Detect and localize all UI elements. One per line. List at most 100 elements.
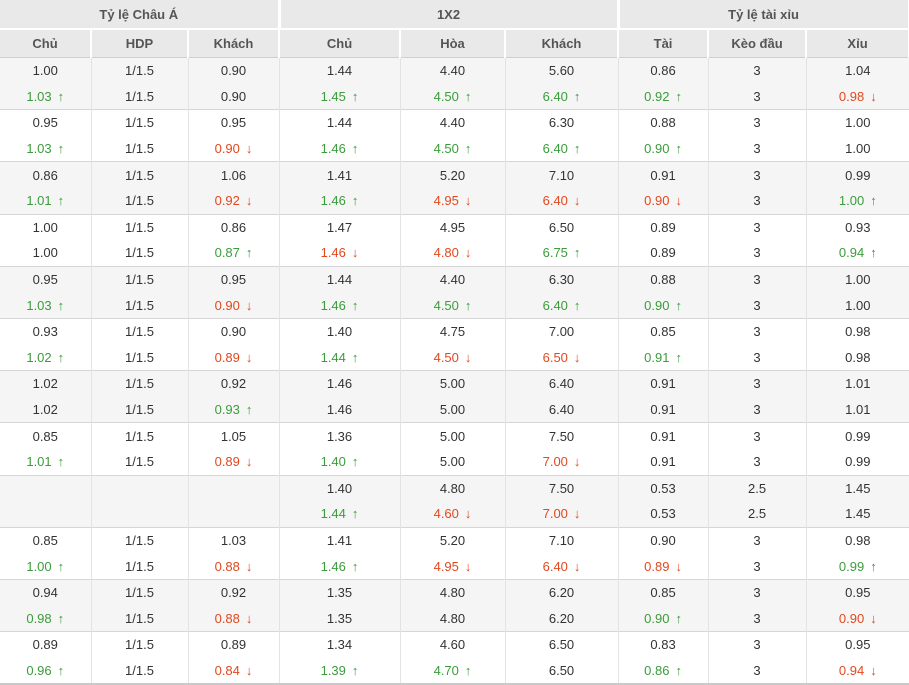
odds-cell: 0.99 [806, 422, 909, 449]
odds-value: 1.45 [320, 88, 346, 104]
odds-value: 1.46 [326, 402, 353, 418]
odds-cell: 4.75 [400, 317, 506, 345]
odds-value: 5.60 [548, 63, 575, 79]
odds-cell: 3 [708, 109, 807, 136]
odds-value: 4.50 [433, 349, 459, 365]
odds-cell: 0.95 [806, 578, 909, 606]
odds-cell: 1.00 [0, 57, 92, 84]
odds-value: 5.00 [439, 454, 466, 470]
odds-cell: 1.00 [806, 265, 909, 293]
odds-cell: 1.46 [279, 396, 401, 423]
odds-value: 1.41 [326, 532, 353, 548]
odds-value: 3 [753, 245, 761, 261]
odds-value: 3 [753, 637, 761, 653]
trend-down-icon: ↓ [675, 193, 682, 209]
odds-cell: 1.44 [279, 265, 401, 293]
odds-table-body: 1.00 1/1.5 0.90 1.44 4.40 5.60 0.86 3 1.04 1.03 ↑ 1… [0, 57, 909, 685]
odds-cell: 0.88 ↓ [188, 553, 280, 580]
odds-value: 3 [753, 324, 761, 340]
odds-value: 3 [753, 219, 761, 235]
odds-value: 2.5 [747, 480, 767, 496]
odds-cell: 1.00 [806, 109, 909, 136]
odds-cell: 1/1.5 [91, 187, 189, 215]
odds-cell: 0.90 ↑ [618, 605, 709, 632]
odds-value: 1.36 [326, 428, 353, 444]
trend-down-icon: ↓ [245, 193, 253, 209]
odds-cell: 3 [708, 370, 807, 397]
trend-down-icon: ↓ [573, 454, 581, 470]
odds-value: 0.89 [650, 245, 676, 261]
odds-value: 0.92 [220, 585, 247, 601]
odds-value: 7.50 [548, 428, 575, 444]
odds-cell: 0.93 [806, 213, 909, 241]
odds-value: 0.93 [32, 324, 58, 340]
odds-value: 1/1.5 [125, 324, 154, 340]
odds-cell: 7.50 [505, 422, 619, 449]
odds-value: 3 [753, 349, 761, 365]
odds-cell: 1.40 [279, 317, 401, 345]
odds-value: 1.00 [838, 193, 865, 209]
odds-cell: 4.95 ↓ [400, 553, 506, 580]
odds-value: 0.90 [214, 141, 240, 157]
odds-value: 7.00 [542, 454, 568, 470]
header-col-home-1x2: Chủ [279, 29, 401, 58]
trend-up-icon: ↑ [870, 193, 877, 209]
odds-value: 4.80 [439, 480, 466, 496]
odds-cell: 5.00 [400, 448, 506, 475]
odds-cell: 1.00 [0, 240, 92, 267]
odds-cell: 1/1.5 [91, 448, 189, 475]
trend-up-icon: ↑ [464, 88, 472, 104]
odds-cell: 1/1.5 [91, 265, 189, 293]
header-group-asian-odds: Tỷ lệ Châu Á [0, 0, 281, 30]
odds-value: 0.86 [650, 63, 676, 79]
odds-cell: 1.01 ↑ [0, 448, 92, 475]
table-header: Tỷ lệ Châu Á 1X2 Tỷ lệ tài xỉu Chủ HDP K… [0, 0, 909, 58]
odds-cell: 3 [708, 631, 807, 658]
trend-up-icon: ↑ [351, 558, 359, 574]
trend-down-icon: ↓ [245, 349, 253, 365]
odds-cell: 7.50 [505, 474, 619, 502]
odds-value: 1.02 [32, 376, 58, 392]
trend-up-icon: ↑ [351, 193, 359, 209]
odds-cell: 0.89 ↓ [188, 344, 280, 371]
odds-cell: 4.50 ↑ [400, 292, 506, 319]
odds-cell: 1.46 ↑ [279, 187, 401, 215]
odds-value: 1.00 [845, 141, 871, 157]
odds-value: 0.85 [650, 324, 676, 340]
trend-up-icon: ↑ [675, 141, 682, 157]
odds-value: 4.80 [433, 245, 459, 261]
header-col-over: Tài [618, 29, 710, 58]
odds-cell: 3 [708, 265, 807, 293]
odds-value: 0.83 [650, 637, 676, 653]
odds-value: 6.50 [548, 637, 575, 653]
odds-cell: 1.44 ↑ [279, 344, 401, 371]
odds-value: 1.39 [320, 662, 346, 678]
odds-value: 0.87 [214, 245, 240, 261]
odds-cell: 0.90 [188, 57, 280, 84]
odds-cell: 0.91 [618, 422, 709, 449]
odds-row: 1.01 ↑ 1/1.5 0.89 ↓ 1.40 ↑ 5.00 7.00 ↓ 0.91 3 0.99 [0, 448, 909, 475]
odds-value: 1.45 [845, 506, 871, 522]
odds-value: 1.35 [326, 610, 353, 626]
odds-value: 1.03 [26, 297, 52, 313]
odds-cell: 7.10 [505, 526, 619, 554]
odds-value: 6.50 [548, 219, 575, 235]
odds-cell: 0.94 ↓ [806, 657, 909, 685]
odds-cell: 1/1.5 [91, 213, 189, 241]
odds-value: 1/1.5 [125, 376, 154, 392]
odds-value: 0.90 [644, 610, 670, 626]
odds-value: 1/1.5 [125, 532, 154, 548]
odds-value: 0.93 [214, 402, 240, 418]
odds-cell: 6.40 ↑ [505, 135, 619, 162]
odds-cell: 0.85 [0, 422, 92, 449]
odds-value: 3 [753, 610, 761, 626]
odds-value: 6.30 [548, 272, 575, 288]
trend-up-icon: ↑ [351, 454, 359, 470]
odds-cell: 0.95 [188, 265, 280, 293]
odds-cell: 3 [708, 83, 807, 110]
odds-cell: 1/1.5 [91, 109, 189, 136]
odds-value: 1.01 [845, 376, 871, 392]
odds-value: 1.00 [26, 558, 52, 574]
odds-value: 4.60 [433, 506, 459, 522]
trend-up-icon: ↑ [57, 662, 65, 678]
